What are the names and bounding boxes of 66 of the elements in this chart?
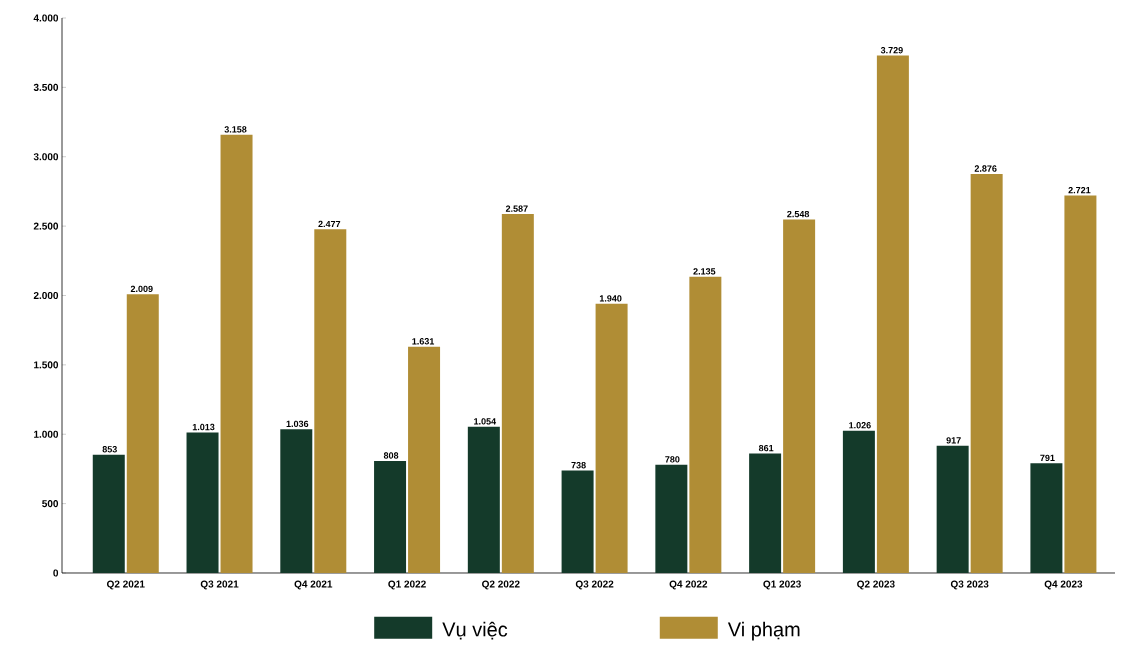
data-label: 1.631 [412,338,435,345]
bar [467,426,500,573]
bar [220,134,253,573]
x-tick-label: Q1 2022 [388,580,426,590]
bar [1064,195,1097,573]
bar [280,429,313,573]
data-label: 2.587 [505,205,528,212]
x-tick-label: Q3 2021 [200,580,239,590]
x-tick-label: Q3 2022 [575,580,614,590]
data-label: 861 [758,444,774,452]
y-tick-label: 2.000 [33,291,59,300]
bar [842,430,875,573]
data-label: 2.876 [974,165,997,172]
bar [936,445,969,573]
data-label: 738 [571,462,586,469]
bar [374,460,407,573]
x-tick-label: Q4 2021 [294,580,333,590]
x-tick-label: Q1 2023 [763,580,801,590]
bar [561,470,594,573]
bar [876,55,909,573]
data-label: 917 [946,437,961,444]
data-label: 2.548 [787,210,810,218]
legend-label: Vi phạm [727,621,800,641]
y-tick-label: 3.000 [33,153,59,161]
y-tick-label: 1.000 [34,430,59,438]
y-tick-label: 0 [53,569,59,577]
bar [1030,463,1063,573]
data-label: 2.477 [318,220,341,228]
data-label: 3.158 [224,126,247,133]
data-label: 791 [1040,454,1055,462]
x-tick-label: Q2 2021 [106,580,145,590]
y-tick-label: 500 [42,500,59,508]
bar [92,454,125,573]
data-label: 2.009 [130,285,153,293]
data-label: 808 [383,452,399,459]
x-tick-label: Q4 2022 [669,580,708,590]
bar [783,219,816,573]
legend-label: Vụ việc [442,621,508,640]
bar [186,432,219,573]
bar [408,346,441,573]
x-tick-label: Q2 2023 [857,580,895,590]
data-label: 1.013 [192,423,215,431]
bar [689,276,722,573]
data-label: 1.940 [599,295,622,302]
bar [655,464,688,573]
y-tick-label: 4.000 [33,14,59,22]
y-tick-label: 1.500 [34,361,59,369]
data-label: 1.026 [849,422,871,429]
data-label: 1.036 [286,420,309,428]
data-label: 2.135 [693,268,716,275]
data-label: 853 [102,446,117,453]
data-label: 1.054 [474,418,497,425]
bar [314,229,347,573]
bar [501,214,534,573]
bar [595,303,628,573]
x-tick-label: Q4 2023 [1044,580,1083,590]
data-label: 3.729 [880,47,903,54]
bar [749,453,782,573]
bar [970,173,1003,573]
data-label: 780 [665,456,680,463]
y-tick-label: 3.500 [33,83,59,91]
y-tick-label: 2.500 [33,222,59,230]
data-label: 2.721 [1068,186,1091,194]
bar [126,294,159,573]
x-tick-label: Q2 2022 [482,580,520,590]
x-tick-label: Q3 2023 [950,580,989,590]
